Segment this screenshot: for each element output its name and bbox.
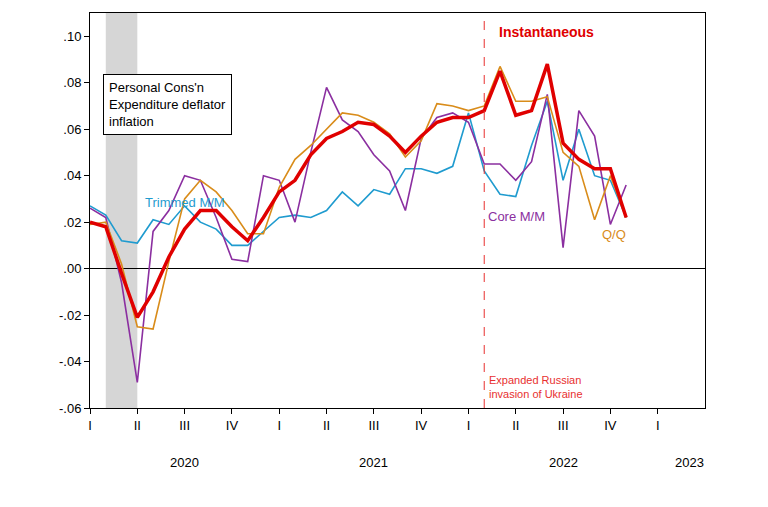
svg-text:-.04: -.04 — [59, 354, 81, 369]
svg-text:.04: .04 — [63, 168, 81, 183]
svg-text:.02: .02 — [63, 215, 81, 230]
svg-text:II: II — [512, 418, 519, 433]
svg-text:Personal Cons'nExpenditure def: Personal Cons'nExpenditure deflatorinfla… — [109, 80, 226, 129]
svg-text:IV: IV — [604, 418, 617, 433]
svg-text:.10: .10 — [63, 29, 81, 44]
svg-text:.00: .00 — [63, 261, 81, 276]
svg-text:2021: 2021 — [359, 455, 388, 470]
svg-text:II: II — [134, 418, 141, 433]
svg-text:III: III — [558, 418, 569, 433]
svg-text:I: I — [656, 418, 660, 433]
svg-text:II: II — [323, 418, 330, 433]
svg-text:-.02: -.02 — [59, 308, 81, 323]
svg-text:2022: 2022 — [549, 455, 578, 470]
svg-text:.08: .08 — [63, 75, 81, 90]
svg-text:I: I — [467, 418, 471, 433]
svg-text:IV: IV — [415, 418, 428, 433]
svg-text:III: III — [368, 418, 379, 433]
svg-text:.06: .06 — [63, 122, 81, 137]
svg-text:Core M/M: Core M/M — [488, 209, 545, 224]
svg-text:I: I — [88, 418, 92, 433]
svg-text:-.06: -.06 — [59, 401, 81, 416]
svg-text:III: III — [179, 418, 190, 433]
svg-text:Instantaneous: Instantaneous — [499, 24, 594, 40]
svg-text:2020: 2020 — [170, 455, 199, 470]
svg-text:I: I — [277, 418, 281, 433]
svg-text:Expanded Russianinvasion of Uk: Expanded Russianinvasion of Ukraine — [489, 374, 583, 400]
svg-text:Trimmed M/M: Trimmed M/M — [145, 195, 225, 210]
svg-text:Q/Q: Q/Q — [602, 227, 626, 242]
svg-text:IV: IV — [226, 418, 239, 433]
svg-text:2023: 2023 — [675, 455, 704, 470]
